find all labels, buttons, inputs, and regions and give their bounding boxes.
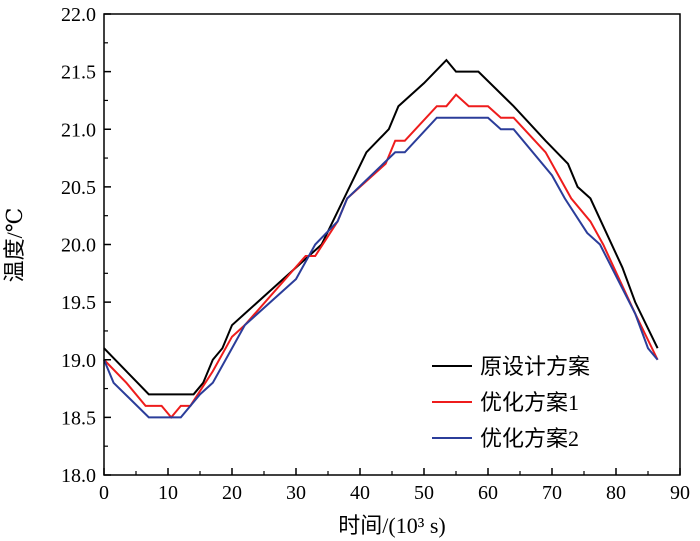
x-tick-label: 60 <box>478 482 498 504</box>
y-tick-label: 20.5 <box>61 177 96 199</box>
legend-label: 原设计方案 <box>480 354 590 379</box>
x-tick-label: 50 <box>414 482 434 504</box>
series-line-3 <box>103 116 659 419</box>
series-line-1 <box>103 58 659 396</box>
y-tick-label: 22.0 <box>61 4 96 26</box>
y-tick-label: 21.5 <box>61 62 96 84</box>
y-tick-label: 18.0 <box>61 465 96 487</box>
x-tick-label: 40 <box>350 482 370 504</box>
series-line-2 <box>103 93 659 419</box>
y-tick-label: 21.0 <box>61 119 96 141</box>
x-tick-label: 20 <box>222 482 242 504</box>
x-tick-label: 70 <box>542 482 562 504</box>
legend-label: 优化方案1 <box>480 390 579 415</box>
y-tick-label: 19.5 <box>61 292 96 314</box>
y-tick-label: 18.5 <box>61 407 96 429</box>
x-tick-label: 10 <box>158 482 178 504</box>
x-tick-label: 80 <box>606 482 626 504</box>
x-tick-label: 0 <box>99 482 109 504</box>
legend-label: 优化方案2 <box>480 426 579 451</box>
y-axis-label: 温度/℃ <box>2 208 27 283</box>
x-tick-label: 90 <box>670 482 690 504</box>
x-tick-label: 30 <box>286 482 306 504</box>
y-tick-label: 19.0 <box>61 350 96 372</box>
y-tick-label: 20.0 <box>61 235 96 257</box>
x-axis-label: 时间/(10³ s) <box>338 513 445 538</box>
